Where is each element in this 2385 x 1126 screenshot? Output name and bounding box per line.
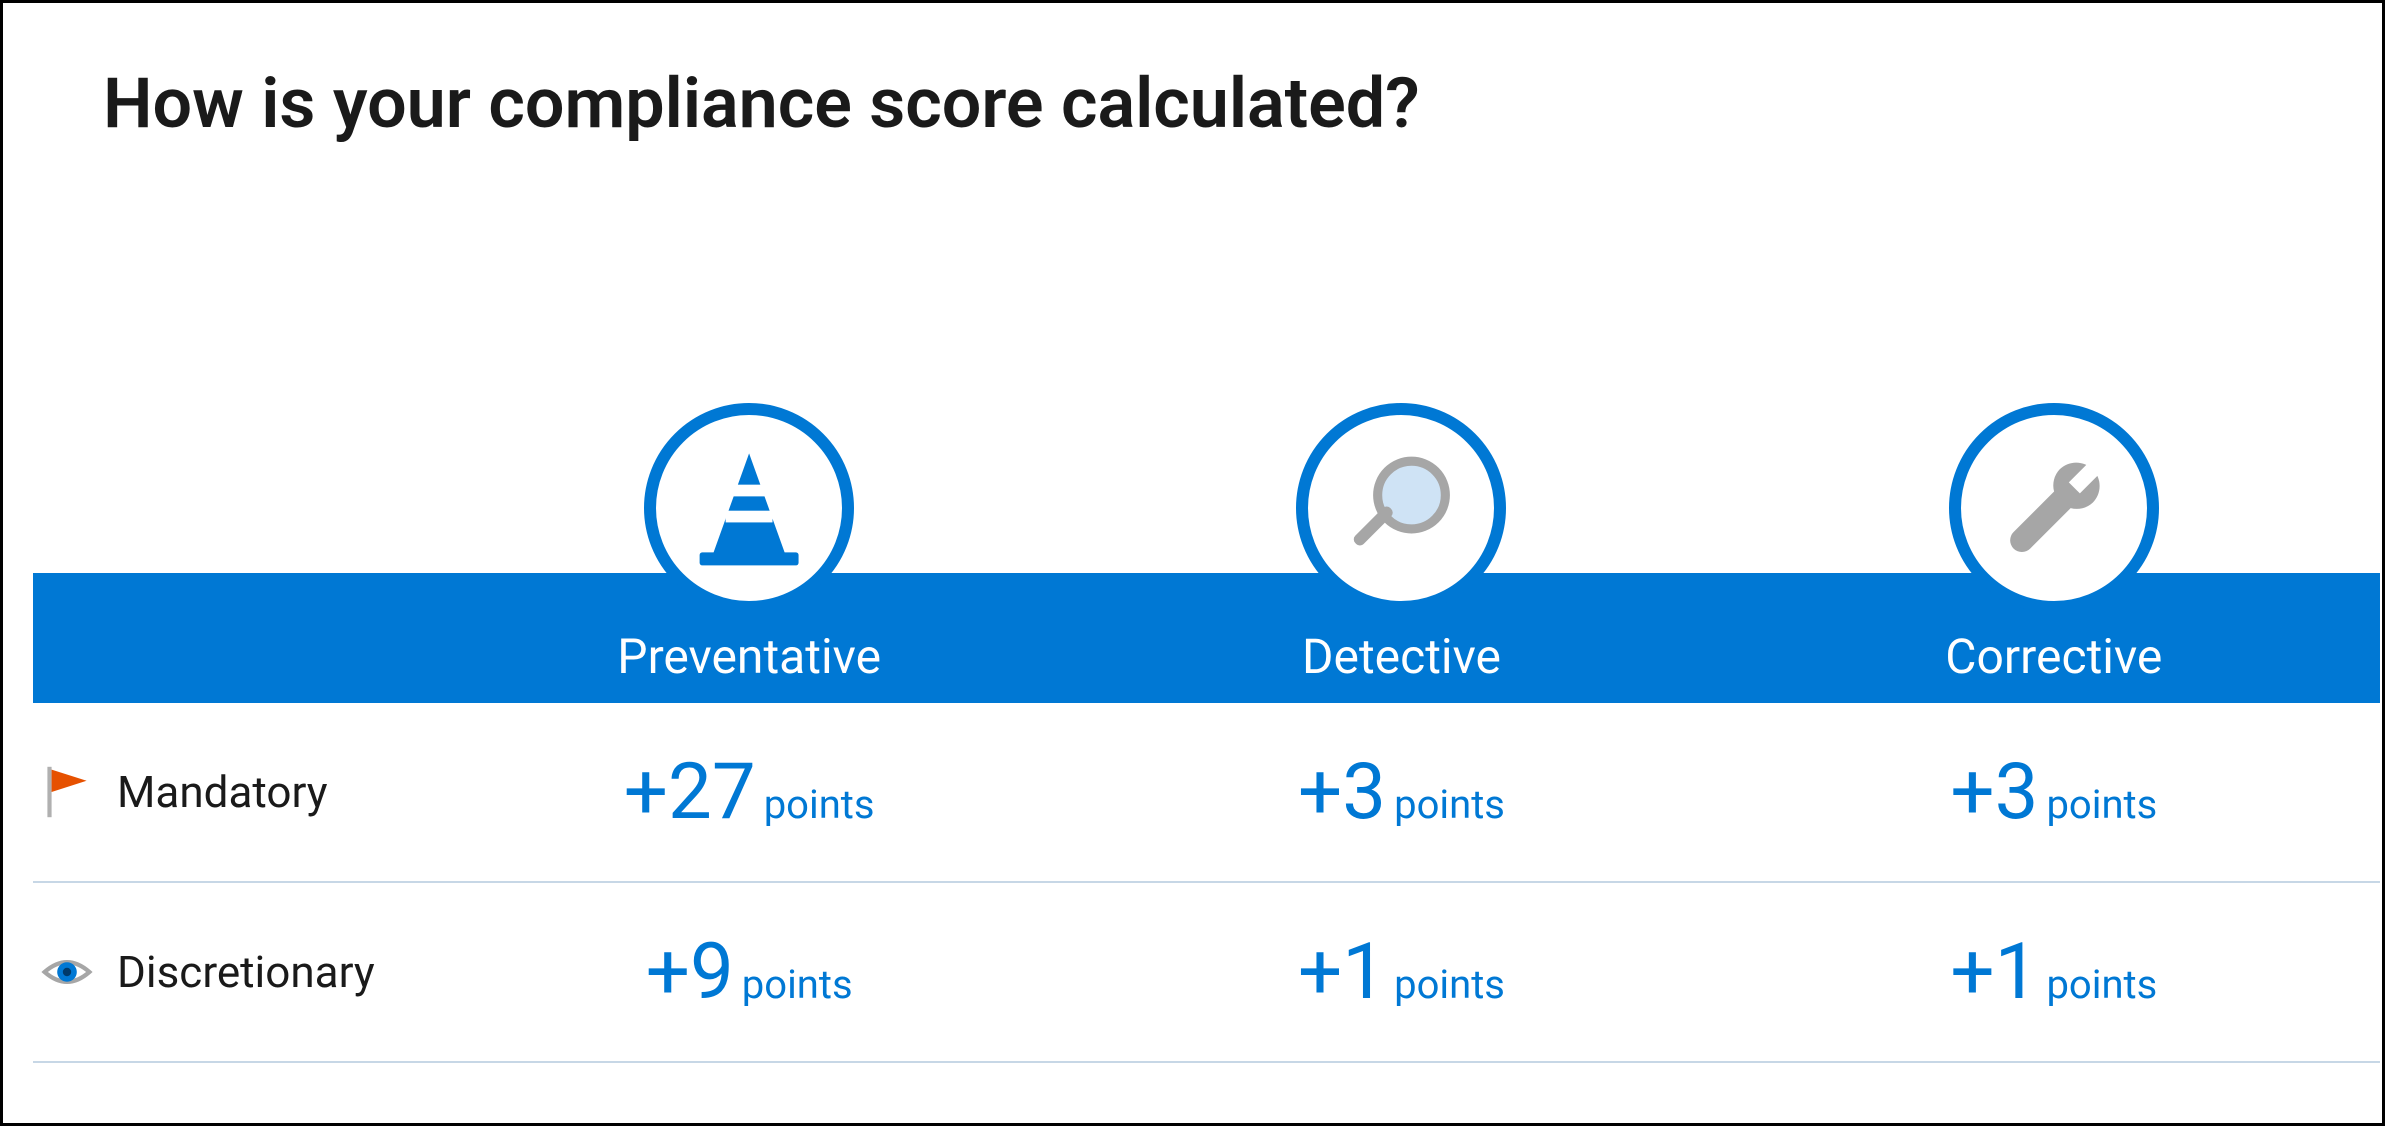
cell-mandatory-detective: +3 points [1075,747,1727,838]
column-label: Preventative [617,628,881,685]
points-value: +1 [1298,927,1386,1018]
points-value: +27 [624,747,756,838]
row-label-mandatory: Mandatory [33,764,423,820]
column-header-corrective: Corrective [1728,573,2380,703]
row-label-discretionary: Discretionary [33,944,423,1000]
column-header-preventative: Preventative [423,573,1075,703]
cell-discretionary-detective: +1 points [1075,927,1727,1018]
column-label: Corrective [1945,628,2162,685]
points-suffix: points [742,961,853,1008]
compliance-score-panel: How is your compliance score calculated?… [0,0,2385,1126]
eye-icon [39,944,95,1000]
score-table-body: Mandatory +27 points +3 points +3 points [33,703,2380,1063]
points-value: +1 [1950,927,2038,1018]
points-suffix: points [1394,961,1505,1008]
points-value: +9 [646,927,734,1018]
points-suffix: points [2046,781,2157,828]
magnifier-icon [1296,403,1506,613]
points-suffix: points [1394,781,1505,828]
table-row-discretionary: Discretionary +9 points +1 points +1 poi… [33,883,2380,1063]
points-suffix: points [2046,961,2157,1008]
cell-mandatory-corrective: +3 points [1728,747,2380,838]
column-header-detective: Detective [1075,573,1727,703]
column-label: Detective [1302,628,1501,685]
flag-icon [39,764,95,820]
page-title: How is your compliance score calculated? [103,63,1420,145]
row-label-text: Mandatory [117,766,328,818]
column-header-bar: Preventative Detective Correctiv [33,573,2380,703]
cell-mandatory-preventative: +27 points [423,747,1075,838]
points-value: +3 [1298,747,1386,838]
table-row-mandatory: Mandatory +27 points +3 points +3 points [33,703,2380,883]
points-value: +3 [1950,747,2038,838]
wrench-icon [1949,403,2159,613]
cell-discretionary-preventative: +9 points [423,927,1075,1018]
cell-discretionary-corrective: +1 points [1728,927,2380,1018]
points-suffix: points [764,781,875,828]
header-spacer [33,573,423,703]
cone-icon [644,403,854,613]
row-label-text: Discretionary [117,946,375,998]
